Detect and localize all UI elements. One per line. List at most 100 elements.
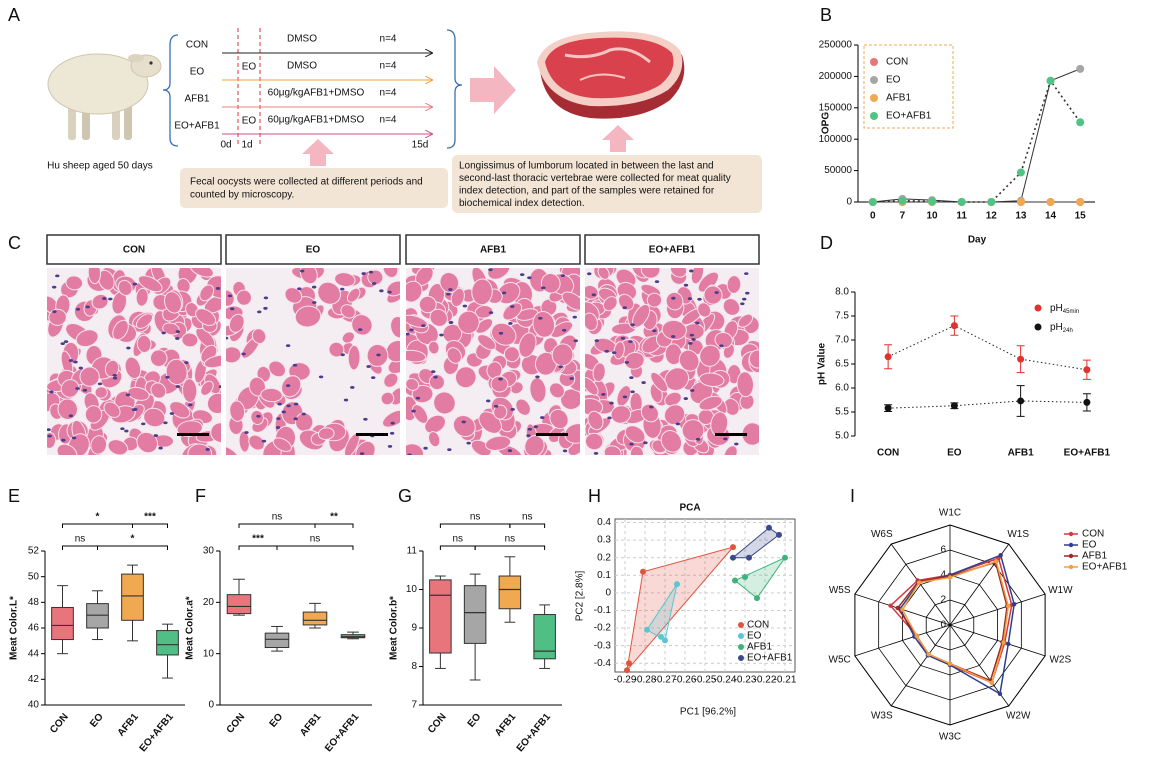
data-point xyxy=(1016,168,1025,177)
data-point xyxy=(1083,366,1091,374)
scale-bar xyxy=(715,433,747,436)
group-header-box xyxy=(225,234,401,265)
x-tick-label: 14 xyxy=(1045,211,1057,222)
group-hull xyxy=(646,583,678,642)
y-tick-label: 0.1 xyxy=(597,570,611,581)
x-tick-label: EO+AFB1 xyxy=(1064,448,1111,459)
nucleus xyxy=(629,376,634,379)
y-axis-label: Meat Color.L* xyxy=(9,596,20,660)
nucleus xyxy=(560,274,566,278)
muscle-fiber xyxy=(79,366,100,387)
y-tick-label: -0.3 xyxy=(594,640,612,651)
nucleus xyxy=(594,339,600,343)
nucleus xyxy=(526,434,531,438)
legend-label: EO xyxy=(747,631,762,642)
y-tick-label: 0.2 xyxy=(597,552,611,563)
note-text: second-last thoracic vertebrae were coll… xyxy=(459,173,731,184)
nucleus xyxy=(538,316,543,320)
nucleus xyxy=(604,349,609,353)
x-tick-label: CON xyxy=(877,448,899,459)
data-point xyxy=(754,595,760,602)
muscle-fiber xyxy=(90,435,108,455)
nucleus xyxy=(205,448,210,451)
nucleus xyxy=(407,453,412,455)
muscle-fiber xyxy=(57,398,78,421)
nucleus xyxy=(73,360,78,364)
nucleus xyxy=(462,304,468,308)
data-point xyxy=(730,554,736,561)
nucleus xyxy=(244,431,249,434)
muscle-fiber xyxy=(548,382,565,399)
nucleus xyxy=(654,280,660,283)
data-point xyxy=(1016,198,1025,206)
muscle-fiber xyxy=(560,388,580,410)
muscle-fiber xyxy=(699,372,725,387)
nucleus xyxy=(112,376,118,380)
muscle-fiber xyxy=(328,341,345,358)
axis-label: W1C xyxy=(939,508,961,519)
axis-label: W1S xyxy=(1007,529,1029,540)
nucleus xyxy=(572,315,577,319)
y-tick-label: 6.0 xyxy=(835,383,849,394)
muscle-fiber xyxy=(251,328,267,344)
nucleus xyxy=(286,404,291,408)
legend-marker xyxy=(1068,531,1074,537)
note-text: Longissimus of lumborum located in betwe… xyxy=(459,161,714,172)
muscle-fiber xyxy=(281,375,302,398)
legend-marker xyxy=(738,633,744,639)
significance-bracket xyxy=(62,523,133,528)
x-tick-label: -0.26 xyxy=(674,675,697,686)
muscle-fiber xyxy=(748,349,759,369)
histology-image xyxy=(47,268,221,455)
significance-label: *** xyxy=(144,512,156,523)
y-tick-label: 20 xyxy=(203,597,215,608)
x-tick-label: EO xyxy=(466,711,484,729)
data-point xyxy=(957,198,966,206)
legend-label-main: pH xyxy=(1050,303,1063,314)
axis-label: W2W xyxy=(1006,710,1031,721)
nucleus xyxy=(520,273,525,277)
muscle-fiber xyxy=(678,349,700,372)
significance-bracket xyxy=(509,523,546,528)
muscle-fiber xyxy=(299,268,318,285)
muscle-fiber xyxy=(87,268,102,285)
muscle-fiber xyxy=(587,410,604,431)
muscle-fiber xyxy=(452,415,476,438)
note-text: index detection, and part of the samples… xyxy=(459,186,715,197)
muscle-fiber xyxy=(389,387,400,406)
legend-marker xyxy=(1068,553,1074,559)
radar-spoke xyxy=(854,624,951,657)
sample-size: n=4 xyxy=(380,34,397,45)
nucleus xyxy=(415,396,421,400)
nucleus xyxy=(488,268,493,272)
nucleus xyxy=(387,290,392,294)
muscle-fiber xyxy=(669,268,688,278)
flow-arrow xyxy=(602,125,634,152)
nucleus xyxy=(311,285,317,289)
nucleus xyxy=(433,375,438,379)
panel-letter: H xyxy=(588,486,601,506)
y-tick-label: 200000 xyxy=(819,71,853,82)
data-point xyxy=(732,577,738,584)
group-header-box xyxy=(46,234,222,265)
y-tick-label: 9 xyxy=(411,623,417,634)
muscle-fiber xyxy=(502,302,523,321)
nucleus xyxy=(132,282,138,286)
series-line xyxy=(887,325,1087,371)
legend-label-subscript: 24h xyxy=(1063,328,1073,334)
muscle-fiber xyxy=(295,412,314,432)
series-line xyxy=(872,68,1081,203)
muscle-fiber xyxy=(169,401,191,419)
nucleus xyxy=(387,444,393,448)
x-tick-label: CON xyxy=(48,712,71,736)
sample-size: n=4 xyxy=(380,115,397,126)
muscle-fiber xyxy=(380,391,395,406)
nucleus xyxy=(630,323,635,327)
y-tick-label: 48 xyxy=(28,597,40,608)
muscle-fiber xyxy=(382,409,400,428)
nucleus xyxy=(697,297,702,301)
nucleus xyxy=(343,398,349,402)
significance-label: ns xyxy=(75,534,86,545)
nucleus xyxy=(153,434,159,437)
panel-letter: B xyxy=(820,5,832,25)
